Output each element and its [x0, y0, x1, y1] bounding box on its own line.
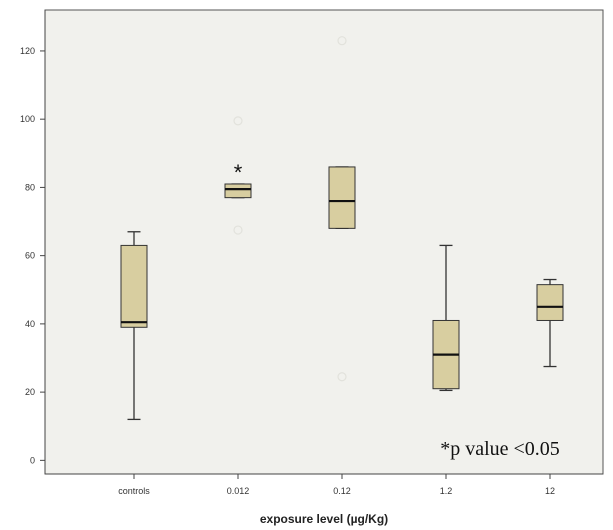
x-tick-label: 1.2: [440, 486, 453, 496]
y-tick-label: 80: [25, 182, 35, 192]
box-0.012: *: [224, 116, 252, 235]
x-tick-label: controls: [118, 486, 150, 496]
significance-marker: *: [234, 160, 243, 185]
boxes: *: [120, 36, 564, 421]
y-tick-label: 60: [25, 251, 35, 261]
y-tick-label: 0: [30, 455, 35, 465]
box-body: [120, 244, 148, 328]
outlier-point: [233, 225, 243, 235]
box-0.12: [328, 36, 356, 382]
outlier-point: [337, 36, 347, 46]
x-axis: controls 0.012 0.12 1.2 12: [45, 473, 603, 496]
x-ticks: controls 0.012 0.12 1.2 12: [118, 474, 555, 496]
outlier-point: [233, 116, 243, 126]
y-tick-label: 40: [25, 319, 35, 329]
y-tick-label: 20: [25, 387, 35, 397]
box-12: [536, 278, 564, 368]
y-tick-label: 100: [20, 114, 35, 124]
x-tick-label: 0.12: [333, 486, 351, 496]
outlier-point: [337, 372, 347, 382]
x-tick-label: 0.012: [227, 486, 250, 496]
significance-note: *p value <0.05: [440, 438, 560, 460]
plot-area: [44, 9, 604, 475]
x-axis-title: exposure level (µg/Kg): [260, 512, 388, 526]
box-controls: [120, 231, 148, 421]
y-ticks: 0 20 40 60 80 100 120: [20, 46, 45, 465]
y-tick-label: 120: [20, 46, 35, 56]
y-axis: 0 20 40 60 80 100 120: [20, 10, 46, 474]
x-tick-label: 12: [545, 486, 555, 496]
box-body: [224, 183, 252, 199]
box-1.2: [432, 244, 460, 392]
box-body: [328, 166, 356, 229]
box-body: [536, 284, 564, 321]
